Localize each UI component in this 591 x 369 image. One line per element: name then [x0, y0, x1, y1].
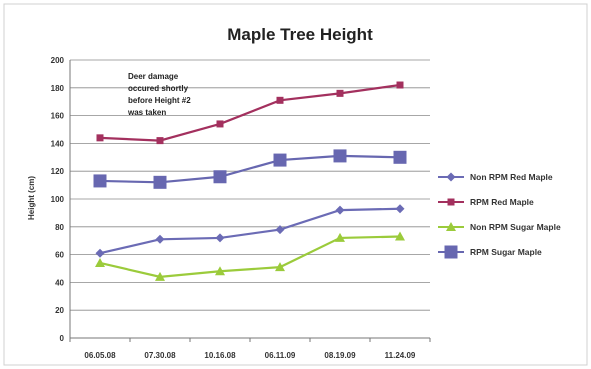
x-tick-label: 07.30.08: [144, 351, 176, 360]
legend-marker: [446, 172, 456, 182]
data-point: [276, 96, 284, 104]
y-tick-label: 120: [51, 167, 65, 176]
y-tick-label: 100: [51, 195, 65, 204]
data-point: [336, 89, 344, 97]
legend-marker: [447, 198, 455, 206]
x-tick-label: 08.19.09: [324, 351, 356, 360]
chart-title: Maple Tree Height: [227, 25, 373, 44]
y-axis-label: Height (cm): [27, 176, 36, 220]
x-tick-label: 06.11.09: [265, 351, 296, 360]
legend-label: Non RPM Red Maple: [470, 172, 553, 182]
legend-label: RPM Red Maple: [470, 197, 534, 207]
annotation-line: before Height #2: [128, 96, 191, 105]
data-point: [213, 170, 227, 184]
annotation-line: Deer damage: [128, 72, 179, 81]
data-point: [153, 175, 167, 189]
legend-marker: [446, 222, 456, 231]
series-non-rpm-red-maple: [95, 204, 405, 258]
annotation-layer: Deer damage occured shortly before Height …: [127, 72, 191, 117]
data-point: [95, 257, 105, 267]
data-point: [393, 150, 407, 164]
annotation-line: was taken: [127, 108, 166, 117]
x-tick-label: 11.24.09: [385, 351, 416, 360]
data-point: [96, 134, 104, 142]
series-line: [99, 83, 401, 142]
series-layer: [93, 81, 407, 281]
series-non-rpm-sugar-maple: [95, 231, 405, 281]
series-line: [99, 235, 401, 278]
x-tick-label: 06.05.08: [84, 351, 116, 360]
data-point: [275, 262, 285, 272]
data-point: [275, 225, 285, 235]
data-point: [216, 120, 224, 128]
y-tick-label: 40: [55, 278, 64, 287]
y-tick-label: 60: [55, 251, 64, 260]
series-rpm-sugar-maple: [93, 149, 407, 189]
data-point: [215, 233, 225, 243]
series-rpm-red-maple: [96, 81, 404, 145]
annotation-line: occured shortly: [128, 84, 189, 93]
legend-marker: [444, 245, 458, 259]
y-tick-label: 200: [51, 56, 65, 65]
legend-item-rpm-red-maple: RPM Red Maple: [438, 197, 534, 207]
legend: Non RPM Red Maple RPM Red Maple Non RPM Su…: [438, 172, 561, 259]
data-point: [396, 81, 404, 89]
y-tick-label: 180: [51, 84, 65, 93]
legend-label: RPM Sugar Maple: [470, 247, 542, 257]
y-tick-label: 0: [60, 334, 65, 343]
data-point: [273, 153, 287, 167]
y-tick-label: 80: [55, 223, 64, 232]
data-point: [95, 248, 105, 258]
series-line: [99, 154, 401, 184]
legend-item-non-rpm-red-maple: Non RPM Red Maple: [438, 172, 553, 182]
legend-label: Non RPM Sugar Maple: [470, 222, 561, 232]
grid-layer: [70, 59, 430, 311]
data-point: [395, 204, 405, 214]
data-point: [395, 231, 405, 241]
data-point: [215, 266, 225, 276]
data-point: [156, 137, 164, 145]
y-tick-label: 140: [51, 139, 65, 148]
data-point: [155, 234, 165, 244]
data-point: [155, 271, 165, 281]
y-tick-label: 160: [51, 112, 65, 121]
data-point: [335, 232, 345, 242]
legend-item-rpm-sugar-maple: RPM Sugar Maple: [438, 245, 542, 259]
data-point: [333, 149, 347, 163]
legend-item-non-rpm-sugar-maple: Non RPM Sugar Maple: [438, 222, 561, 232]
data-point: [93, 174, 107, 188]
chart-frame: [3, 3, 588, 366]
axes-layer: 0 20 40 60 80 100 120 140 160 180 200 06.05.08 07.30…: [51, 56, 431, 360]
x-tick-label: 10.16.08: [204, 351, 236, 360]
data-point: [335, 205, 345, 215]
series-line: [99, 207, 401, 255]
y-tick-label: 20: [55, 306, 64, 315]
